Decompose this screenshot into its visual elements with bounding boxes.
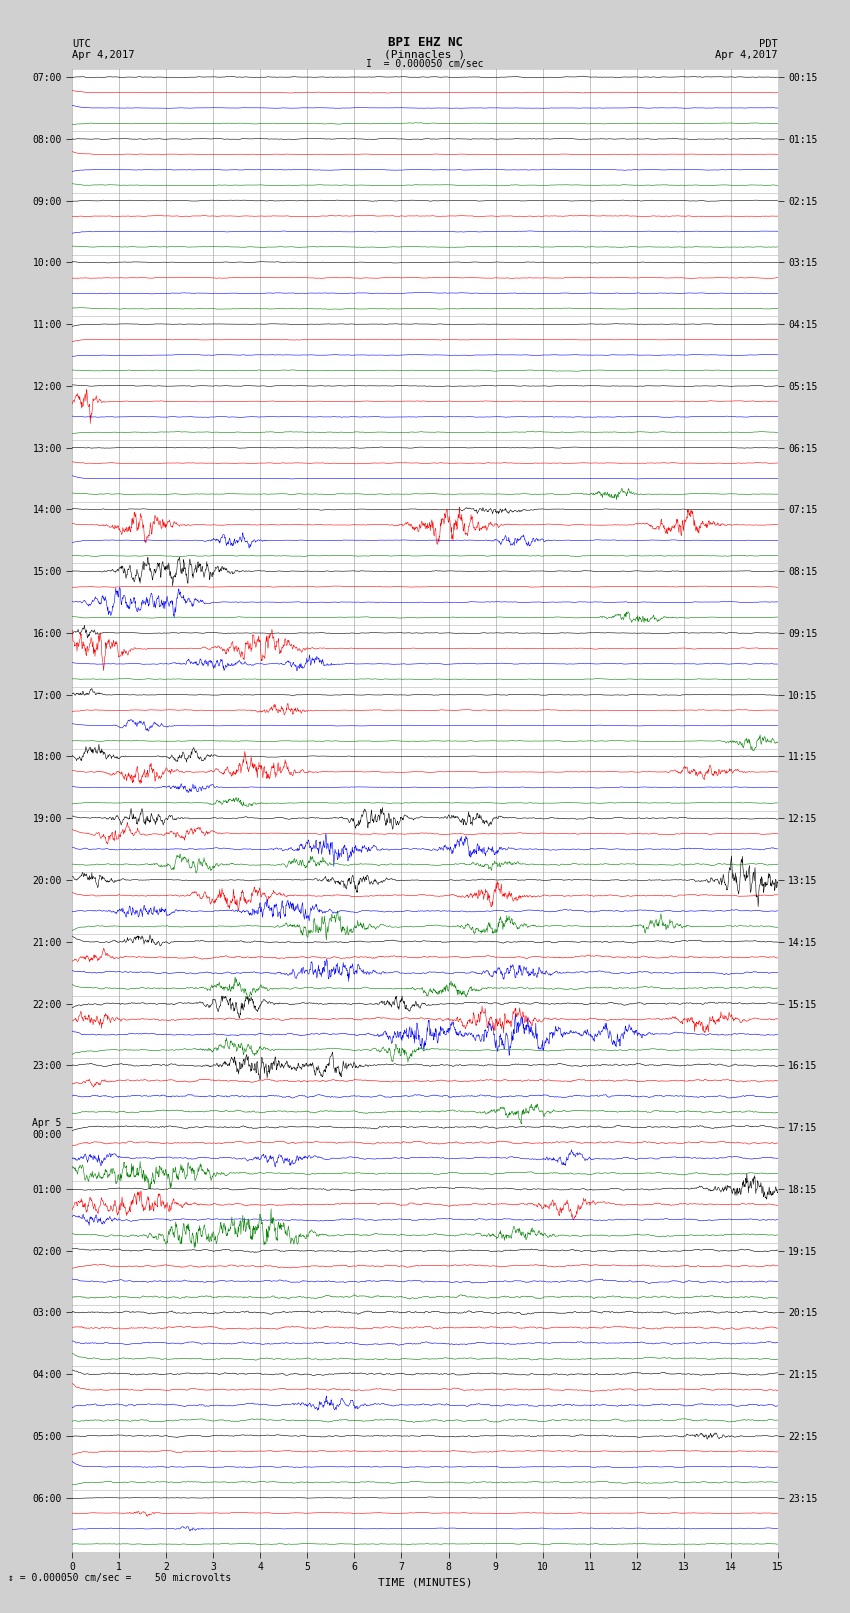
Text: UTC: UTC — [72, 39, 91, 50]
Text: I  = 0.000050 cm/sec: I = 0.000050 cm/sec — [366, 58, 484, 69]
Text: Apr 4,2017: Apr 4,2017 — [715, 50, 778, 60]
Text: ↕ = 0.000050 cm/sec =    50 microvolts: ↕ = 0.000050 cm/sec = 50 microvolts — [8, 1573, 232, 1582]
Text: BPI EHZ NC: BPI EHZ NC — [388, 35, 462, 50]
Text: (Pinnacles ): (Pinnacles ) — [384, 50, 466, 60]
Text: Apr 4,2017: Apr 4,2017 — [72, 50, 135, 60]
Text: PDT: PDT — [759, 39, 778, 50]
X-axis label: TIME (MINUTES): TIME (MINUTES) — [377, 1578, 473, 1587]
